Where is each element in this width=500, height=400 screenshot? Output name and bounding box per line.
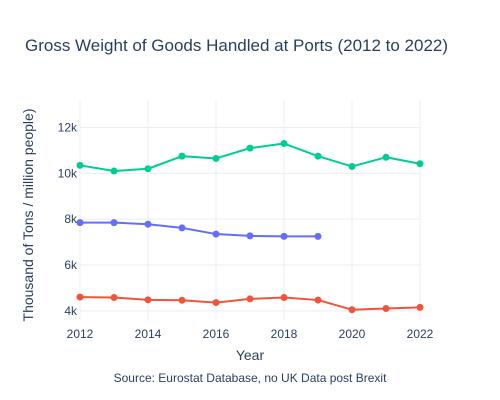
data-point[interactable] [382,153,390,161]
data-point[interactable] [110,219,118,227]
data-point[interactable] [314,152,322,160]
data-point[interactable] [348,306,356,314]
y-tick-label: 4k [64,304,78,318]
data-point[interactable] [212,230,220,238]
gridlines [79,100,421,320]
chart-title: Gross Weight of Goods Handled at Ports (… [25,36,448,55]
data-point[interactable] [246,232,254,240]
data-point[interactable] [212,299,220,307]
series-1 [76,140,424,175]
series-3 [76,293,424,314]
x-tick-label: 2020 [339,327,366,341]
data-point[interactable] [348,162,356,170]
tick-labels: 2012 2014 2016 2018 2020 2022 4k 6k 8k 10k 12k [58,121,434,342]
data-point[interactable] [212,154,220,162]
data-point[interactable] [144,165,152,173]
data-point[interactable] [416,160,424,168]
data-point[interactable] [280,140,288,148]
x-tick-label: 2018 [271,327,298,341]
data-point[interactable] [280,294,288,302]
data-point[interactable] [178,296,186,304]
data-point[interactable] [76,293,84,301]
data-point[interactable] [178,152,186,160]
data-point[interactable] [110,167,118,175]
y-tick-label: 12k [58,121,78,135]
series-2 [76,219,322,240]
data-point[interactable] [246,144,254,152]
x-tick-label: 2012 [67,327,94,341]
data-point[interactable] [246,295,254,303]
y-tick-label: 10k [58,166,78,180]
data-point[interactable] [144,296,152,304]
data-point[interactable] [76,219,84,227]
data-point[interactable] [416,303,424,311]
x-tick-label: 2022 [407,327,434,341]
y-tick-label: 8k [64,212,78,226]
data-point[interactable] [382,305,390,313]
y-axis-title: Thousand of Tons / million people) [20,109,36,322]
data-point[interactable] [314,232,322,240]
data-point[interactable] [280,232,288,240]
x-axis-title: Year [236,347,265,363]
y-tick-label: 6k [64,258,78,272]
series-line [80,221,318,238]
series-group [76,140,424,314]
data-point[interactable] [178,224,186,232]
data-point[interactable] [110,294,118,302]
data-point[interactable] [144,220,152,228]
data-point[interactable] [314,296,322,304]
x-tick-label: 2014 [135,327,162,341]
source-note: Source: Eurostat Database, no UK Data po… [114,371,387,385]
data-point[interactable] [76,161,84,169]
x-tick-label: 2016 [203,327,230,341]
